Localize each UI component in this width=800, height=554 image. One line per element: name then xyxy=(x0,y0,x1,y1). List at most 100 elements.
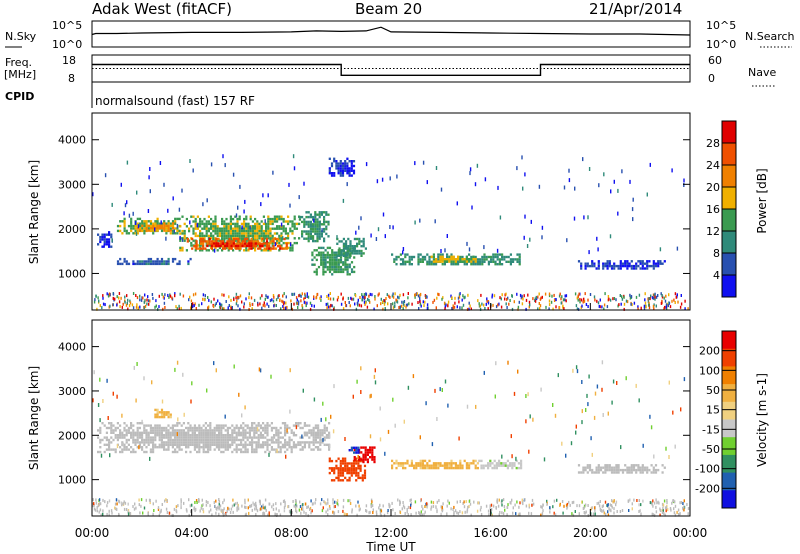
echo-cell xyxy=(604,466,607,469)
echo-cell xyxy=(240,232,243,235)
echo-cell xyxy=(119,262,122,266)
echo-cell xyxy=(250,244,253,248)
echo-cell xyxy=(178,448,181,451)
echo-cell xyxy=(160,436,163,439)
echo-cell xyxy=(97,403,100,407)
echo-cell xyxy=(99,240,102,244)
colorbar-segment xyxy=(722,253,736,276)
echo-cell xyxy=(521,155,523,160)
echo-cell xyxy=(503,505,506,508)
echo-cell xyxy=(664,299,667,303)
echo-cell xyxy=(453,511,455,514)
echo-cell xyxy=(601,387,603,392)
echo-cell xyxy=(408,260,411,263)
echo-cell xyxy=(213,426,216,430)
echo-cell xyxy=(247,227,250,230)
echo-cell xyxy=(243,305,245,309)
echo-cell xyxy=(468,505,470,508)
echo-cell xyxy=(373,374,376,379)
echo-cell xyxy=(323,429,326,432)
echo-cell xyxy=(272,240,275,243)
echo-cell xyxy=(218,446,221,449)
echo-cell xyxy=(212,305,215,309)
echo-cell xyxy=(123,257,126,261)
echo-cell xyxy=(178,441,181,444)
echo-cell xyxy=(346,258,349,262)
echo-cell xyxy=(305,512,307,515)
echo-cell xyxy=(247,249,250,252)
echo-cell xyxy=(145,222,148,225)
echo-cell xyxy=(178,304,180,308)
echo-cell xyxy=(666,499,668,502)
echo-cell xyxy=(196,223,198,228)
echo-cell xyxy=(327,508,329,512)
echo-cell xyxy=(493,466,496,470)
echo-cell xyxy=(402,247,405,251)
echo-cell xyxy=(505,302,507,306)
echo-cell xyxy=(202,242,205,245)
echo-cell xyxy=(249,302,251,306)
echo-cell xyxy=(264,498,267,502)
echo-cell xyxy=(574,186,576,191)
echo-cell xyxy=(648,301,650,305)
echo-cell xyxy=(457,258,460,261)
echo-cell xyxy=(196,436,199,439)
echo-cell xyxy=(259,424,262,427)
echo-cell xyxy=(495,464,498,467)
echo-cell xyxy=(426,466,429,470)
echo-cell xyxy=(123,211,125,216)
echo-cell xyxy=(179,225,182,228)
echo-cell xyxy=(215,438,218,442)
echo-cell xyxy=(130,436,133,439)
echo-cell xyxy=(651,512,653,516)
echo-cell xyxy=(374,295,376,298)
echo-cell xyxy=(537,295,539,299)
echo-cell xyxy=(521,296,523,300)
echo-cell xyxy=(139,294,141,298)
echo-cell xyxy=(295,499,297,503)
echo-cell xyxy=(130,217,133,221)
echo-cell xyxy=(272,170,274,175)
echo-cell xyxy=(243,209,245,214)
echo-cell xyxy=(218,431,221,434)
echo-cell xyxy=(327,220,330,224)
echo-cell xyxy=(160,260,164,263)
echo-cell xyxy=(630,295,633,298)
echo-cell xyxy=(328,253,332,257)
echo-cell xyxy=(587,402,589,407)
echo-cell xyxy=(266,438,269,442)
echo-cell xyxy=(465,500,467,503)
echo-cell xyxy=(392,397,394,402)
echo-cell xyxy=(285,454,287,459)
echo-cell xyxy=(437,253,440,256)
echo-cell xyxy=(273,304,275,308)
echo-cell xyxy=(104,303,106,307)
xtick-label: 16:00 xyxy=(473,526,508,540)
echo-cell xyxy=(446,466,449,470)
echo-cell xyxy=(247,229,250,233)
echo-cell xyxy=(641,264,644,268)
echo-cell xyxy=(237,431,240,434)
echo-cell xyxy=(387,509,389,512)
echo-cell xyxy=(143,227,146,230)
echo-cell xyxy=(134,502,136,506)
echo-cell xyxy=(160,262,164,266)
echo-cell xyxy=(178,446,181,449)
echo-cell xyxy=(237,237,240,241)
echo-cell xyxy=(435,464,438,467)
echo-cell xyxy=(158,260,161,263)
echo-cell xyxy=(209,443,212,446)
echo-cell xyxy=(309,508,311,511)
echo-cell xyxy=(648,306,651,310)
echo-cell xyxy=(346,182,348,187)
echo-cell xyxy=(599,466,603,469)
echo-cell xyxy=(108,443,111,446)
echo-cell xyxy=(349,247,352,250)
echo-cell xyxy=(318,230,321,233)
echo-cell xyxy=(97,296,99,300)
echo-cell xyxy=(264,304,266,308)
echo-cell xyxy=(624,262,627,265)
echo-cell xyxy=(666,501,668,505)
echo-cell xyxy=(339,261,343,264)
echo-cell xyxy=(635,264,638,268)
